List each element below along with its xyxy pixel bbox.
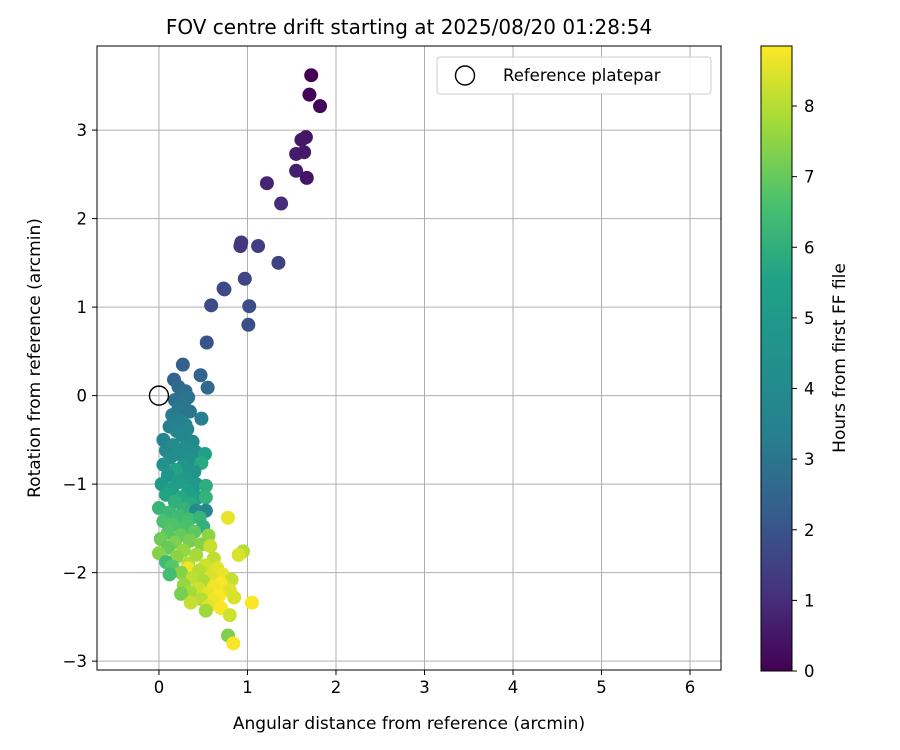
data-point	[151, 501, 166, 516]
data-point	[198, 490, 213, 505]
reference-platepar-marker	[148, 385, 170, 406]
y-tick-label: 2	[77, 210, 88, 229]
x-tick-label: 4	[508, 678, 519, 697]
colorbar-tick-label: 5	[804, 309, 815, 328]
x-axis-ticks: 0 1 2 3 4 5 6	[154, 670, 696, 697]
data-point	[231, 547, 246, 562]
data-point	[251, 239, 266, 254]
y-tick-label: 0	[77, 387, 88, 406]
colorbar-ticks: 0 1 2 3 4 5 6 7 8	[792, 97, 815, 681]
y-tick-label: −2	[63, 564, 87, 583]
colorbar-tick-label: 4	[804, 380, 815, 399]
data-point	[222, 608, 237, 623]
data-point	[217, 282, 232, 297]
data-point	[237, 271, 252, 286]
colorbar-label: Hours from first FF file	[830, 263, 850, 453]
data-point	[289, 163, 304, 178]
data-point	[302, 87, 317, 102]
x-tick-label: 1	[242, 678, 253, 697]
colorbar-tick-label: 7	[804, 168, 815, 187]
x-tick-label: 2	[331, 678, 342, 697]
data-point	[162, 567, 177, 582]
colorbar-tick-label: 6	[804, 238, 815, 257]
y-tick-label: 1	[77, 298, 88, 317]
chart-title: FOV centre drift starting at 2025/08/20 …	[166, 15, 652, 39]
colorbar-tick-label: 8	[804, 97, 815, 116]
y-tick-label: −3	[63, 652, 87, 671]
data-point	[175, 357, 190, 372]
data-point	[224, 572, 239, 587]
y-tick-label: 3	[77, 121, 88, 140]
y-tick-label: −1	[63, 475, 87, 494]
data-point	[313, 99, 328, 114]
data-point	[244, 595, 259, 610]
data-point	[198, 478, 213, 493]
data-point	[299, 170, 314, 185]
legend-label: Reference platepar	[503, 66, 661, 85]
colorbar	[760, 45, 793, 672]
legend: Reference platepar	[436, 56, 712, 95]
plot-frame	[96, 45, 722, 671]
data-point	[204, 298, 219, 313]
data-point	[200, 380, 215, 395]
data-point	[294, 132, 309, 147]
data-point	[183, 595, 198, 610]
grid	[97, 46, 721, 670]
scatter-points	[151, 68, 328, 651]
data-point	[226, 636, 241, 651]
data-point	[271, 255, 286, 270]
data-point	[182, 404, 197, 419]
x-tick-label: 5	[596, 678, 607, 697]
data-point	[304, 68, 319, 83]
data-point	[193, 368, 208, 383]
data-point	[233, 239, 248, 254]
data-point	[227, 590, 242, 605]
y-axis-label: Rotation from reference (arcmin)	[25, 218, 45, 498]
data-point	[241, 317, 256, 332]
data-point	[274, 196, 289, 211]
colorbar-tick-label: 0	[804, 662, 815, 681]
colorbar-tick-label: 2	[804, 521, 815, 540]
data-point	[174, 586, 189, 601]
data-point	[154, 477, 169, 492]
y-axis-ticks: −3 −2 −1 0 1 2 3	[63, 121, 97, 671]
data-point	[198, 603, 213, 618]
x-axis-label: Angular distance from reference (arcmin)	[233, 714, 585, 734]
data-point	[297, 145, 312, 160]
legend-box	[436, 56, 712, 95]
data-point	[174, 565, 189, 580]
data-point	[194, 411, 209, 426]
colorbar-tick-label: 1	[804, 591, 815, 610]
data-point	[156, 457, 171, 472]
x-tick-label: 0	[154, 678, 165, 697]
data-point	[199, 335, 214, 350]
data-point	[174, 428, 189, 443]
legend-marker	[454, 65, 476, 86]
x-tick-label: 3	[419, 678, 430, 697]
data-point	[203, 539, 218, 554]
data-point	[259, 176, 274, 191]
data-point	[220, 510, 235, 525]
data-point	[242, 299, 257, 314]
colorbar-tick-label: 3	[804, 450, 815, 469]
x-tick-label: 6	[685, 678, 696, 697]
